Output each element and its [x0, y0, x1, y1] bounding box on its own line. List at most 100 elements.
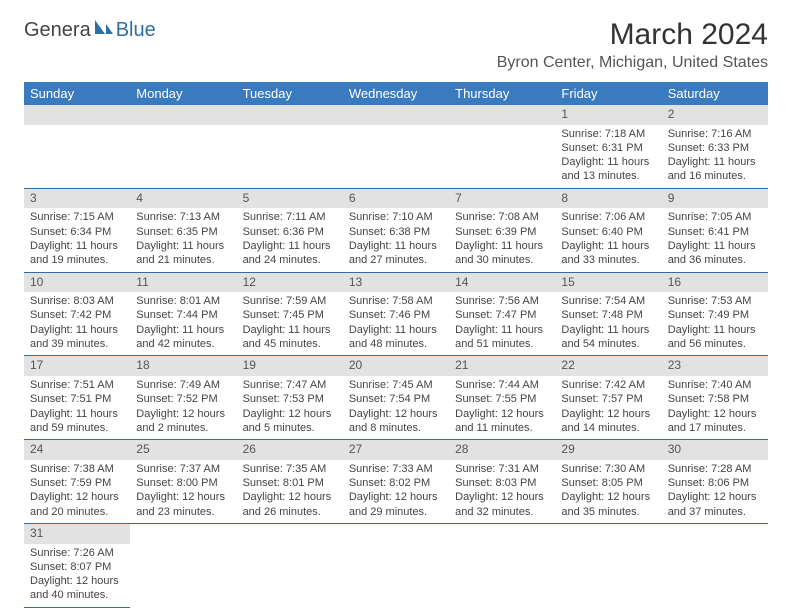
day-number: 1 — [555, 105, 661, 125]
day-body: Sunrise: 7:08 AMSunset: 6:39 PMDaylight:… — [449, 208, 555, 271]
sunrise-text: Sunrise: 7:28 AM — [668, 462, 762, 476]
day-number: 22 — [555, 356, 661, 376]
day-body: Sunrise: 7:15 AMSunset: 6:34 PMDaylight:… — [24, 208, 130, 271]
sunrise-text: Sunrise: 7:37 AM — [136, 462, 230, 476]
daylight-text: Daylight: 12 hours and 14 minutes. — [561, 407, 655, 436]
day-body: Sunrise: 7:16 AMSunset: 6:33 PMDaylight:… — [662, 125, 768, 188]
day-number: 25 — [130, 440, 236, 460]
calendar-cell: 24Sunrise: 7:38 AMSunset: 7:59 PMDayligh… — [24, 440, 130, 524]
day-number: 31 — [24, 524, 130, 544]
calendar-cell — [662, 523, 768, 607]
calendar-week: 31Sunrise: 7:26 AMSunset: 8:07 PMDayligh… — [24, 523, 768, 607]
empty-day-body — [24, 125, 130, 177]
daylight-text: Daylight: 11 hours and 36 minutes. — [668, 239, 762, 268]
empty-day-number — [343, 105, 449, 125]
day-number: 12 — [237, 273, 343, 293]
calendar-cell: 25Sunrise: 7:37 AMSunset: 8:00 PMDayligh… — [130, 440, 236, 524]
day-body: Sunrise: 7:47 AMSunset: 7:53 PMDaylight:… — [237, 376, 343, 439]
sunset-text: Sunset: 7:45 PM — [243, 308, 337, 322]
day-body: Sunrise: 8:01 AMSunset: 7:44 PMDaylight:… — [130, 292, 236, 355]
day-header: Wednesday — [343, 82, 449, 105]
day-body: Sunrise: 8:03 AMSunset: 7:42 PMDaylight:… — [24, 292, 130, 355]
sunrise-text: Sunrise: 7:51 AM — [30, 378, 124, 392]
day-number: 6 — [343, 189, 449, 209]
sunrise-text: Sunrise: 7:15 AM — [30, 210, 124, 224]
day-body: Sunrise: 7:35 AMSunset: 8:01 PMDaylight:… — [237, 460, 343, 523]
day-body: Sunrise: 7:49 AMSunset: 7:52 PMDaylight:… — [130, 376, 236, 439]
sunrise-text: Sunrise: 7:40 AM — [668, 378, 762, 392]
day-number: 15 — [555, 273, 661, 293]
day-header: Saturday — [662, 82, 768, 105]
day-number: 7 — [449, 189, 555, 209]
daylight-text: Daylight: 12 hours and 20 minutes. — [30, 490, 124, 519]
sunrise-text: Sunrise: 7:42 AM — [561, 378, 655, 392]
sunrise-text: Sunrise: 7:54 AM — [561, 294, 655, 308]
calendar-cell: 12Sunrise: 7:59 AMSunset: 7:45 PMDayligh… — [237, 272, 343, 356]
calendar-cell — [343, 523, 449, 607]
day-body: Sunrise: 7:51 AMSunset: 7:51 PMDaylight:… — [24, 376, 130, 439]
sunrise-text: Sunrise: 7:08 AM — [455, 210, 549, 224]
day-body: Sunrise: 7:59 AMSunset: 7:45 PMDaylight:… — [237, 292, 343, 355]
sunset-text: Sunset: 7:42 PM — [30, 308, 124, 322]
sunset-text: Sunset: 6:39 PM — [455, 225, 549, 239]
calendar-cell: 5Sunrise: 7:11 AMSunset: 6:36 PMDaylight… — [237, 188, 343, 272]
day-number: 23 — [662, 356, 768, 376]
calendar-cell — [24, 105, 130, 188]
day-body: Sunrise: 7:56 AMSunset: 7:47 PMDaylight:… — [449, 292, 555, 355]
daylight-text: Daylight: 11 hours and 27 minutes. — [349, 239, 443, 268]
sunset-text: Sunset: 6:31 PM — [561, 141, 655, 155]
daylight-text: Daylight: 12 hours and 2 minutes. — [136, 407, 230, 436]
sunset-text: Sunset: 8:05 PM — [561, 476, 655, 490]
calendar-cell: 19Sunrise: 7:47 AMSunset: 7:53 PMDayligh… — [237, 356, 343, 440]
sunset-text: Sunset: 8:07 PM — [30, 560, 124, 574]
day-number: 18 — [130, 356, 236, 376]
day-body: Sunrise: 7:42 AMSunset: 7:57 PMDaylight:… — [555, 376, 661, 439]
day-body: Sunrise: 7:13 AMSunset: 6:35 PMDaylight:… — [130, 208, 236, 271]
calendar-body: 1Sunrise: 7:18 AMSunset: 6:31 PMDaylight… — [24, 105, 768, 607]
daylight-text: Daylight: 11 hours and 19 minutes. — [30, 239, 124, 268]
day-number: 28 — [449, 440, 555, 460]
sunset-text: Sunset: 8:02 PM — [349, 476, 443, 490]
day-number: 10 — [24, 273, 130, 293]
day-number: 13 — [343, 273, 449, 293]
calendar-week: 10Sunrise: 8:03 AMSunset: 7:42 PMDayligh… — [24, 272, 768, 356]
calendar-cell: 17Sunrise: 7:51 AMSunset: 7:51 PMDayligh… — [24, 356, 130, 440]
calendar-cell: 10Sunrise: 8:03 AMSunset: 7:42 PMDayligh… — [24, 272, 130, 356]
day-body: Sunrise: 7:45 AMSunset: 7:54 PMDaylight:… — [343, 376, 449, 439]
day-body: Sunrise: 7:40 AMSunset: 7:58 PMDaylight:… — [662, 376, 768, 439]
sunset-text: Sunset: 7:58 PM — [668, 392, 762, 406]
header-right: March 2024 Byron Center, Michigan, Unite… — [497, 18, 768, 72]
day-body: Sunrise: 7:44 AMSunset: 7:55 PMDaylight:… — [449, 376, 555, 439]
daylight-text: Daylight: 12 hours and 26 minutes. — [243, 490, 337, 519]
daylight-text: Daylight: 12 hours and 35 minutes. — [561, 490, 655, 519]
logo: Genera Blue — [24, 18, 156, 42]
logo-text-blue: Blue — [116, 19, 156, 42]
calendar-cell: 23Sunrise: 7:40 AMSunset: 7:58 PMDayligh… — [662, 356, 768, 440]
daylight-text: Daylight: 11 hours and 54 minutes. — [561, 323, 655, 352]
empty-day-number — [130, 105, 236, 125]
day-header: Monday — [130, 82, 236, 105]
calendar-cell — [130, 523, 236, 607]
logo-text-general: Genera — [24, 19, 91, 42]
day-number: 24 — [24, 440, 130, 460]
sunrise-text: Sunrise: 7:49 AM — [136, 378, 230, 392]
daylight-text: Daylight: 11 hours and 39 minutes. — [30, 323, 124, 352]
sunset-text: Sunset: 6:34 PM — [30, 225, 124, 239]
day-body: Sunrise: 7:53 AMSunset: 7:49 PMDaylight:… — [662, 292, 768, 355]
sunset-text: Sunset: 6:33 PM — [668, 141, 762, 155]
sunset-text: Sunset: 6:38 PM — [349, 225, 443, 239]
day-body: Sunrise: 7:11 AMSunset: 6:36 PMDaylight:… — [237, 208, 343, 271]
sunrise-text: Sunrise: 7:18 AM — [561, 127, 655, 141]
day-body: Sunrise: 7:18 AMSunset: 6:31 PMDaylight:… — [555, 125, 661, 188]
calendar-cell: 22Sunrise: 7:42 AMSunset: 7:57 PMDayligh… — [555, 356, 661, 440]
daylight-text: Daylight: 12 hours and 32 minutes. — [455, 490, 549, 519]
day-number: 20 — [343, 356, 449, 376]
sunset-text: Sunset: 7:54 PM — [349, 392, 443, 406]
calendar-cell: 21Sunrise: 7:44 AMSunset: 7:55 PMDayligh… — [449, 356, 555, 440]
calendar-cell: 18Sunrise: 7:49 AMSunset: 7:52 PMDayligh… — [130, 356, 236, 440]
day-number: 26 — [237, 440, 343, 460]
day-header: Sunday — [24, 82, 130, 105]
empty-day-body — [130, 125, 236, 177]
day-number: 5 — [237, 189, 343, 209]
day-body: Sunrise: 7:38 AMSunset: 7:59 PMDaylight:… — [24, 460, 130, 523]
